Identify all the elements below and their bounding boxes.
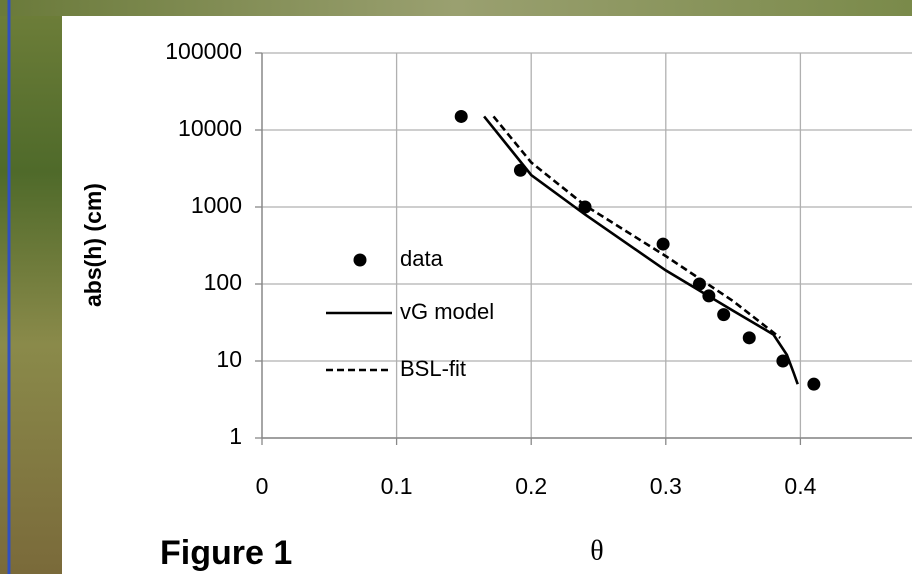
series-line [483,115,799,385]
data-point [742,331,756,345]
data-point [776,354,790,368]
legend-label: data [400,246,444,271]
series-line [492,115,781,339]
y-tick-label: 1 [229,423,242,449]
data-point [807,377,821,391]
legend-marker [353,253,367,267]
background-top [0,0,912,16]
y-tick-label: 10 [216,346,242,372]
y-axis-title: abs(h) (cm) [80,183,106,307]
x-tick-label: 0.1 [381,473,413,499]
figure-caption: Figure 1 [160,534,292,572]
legend-label: vG model [400,299,494,324]
y-tick-label: 1000 [191,192,242,218]
y-tick-label: 100000 [165,38,242,64]
legend-label: BSL-fit [400,356,466,381]
data-point [656,237,670,251]
panel [62,16,912,574]
y-tick-label: 100 [204,269,242,295]
x-tick-label: 0 [256,473,269,499]
data-point [717,308,731,322]
x-tick-label: 0.2 [515,473,547,499]
x-tick-label: 0.4 [784,473,816,499]
x-axis-title: θ [590,535,603,566]
x-tick-label: 0.3 [650,473,682,499]
y-tick-label: 10000 [178,115,242,141]
data-point [454,109,468,123]
